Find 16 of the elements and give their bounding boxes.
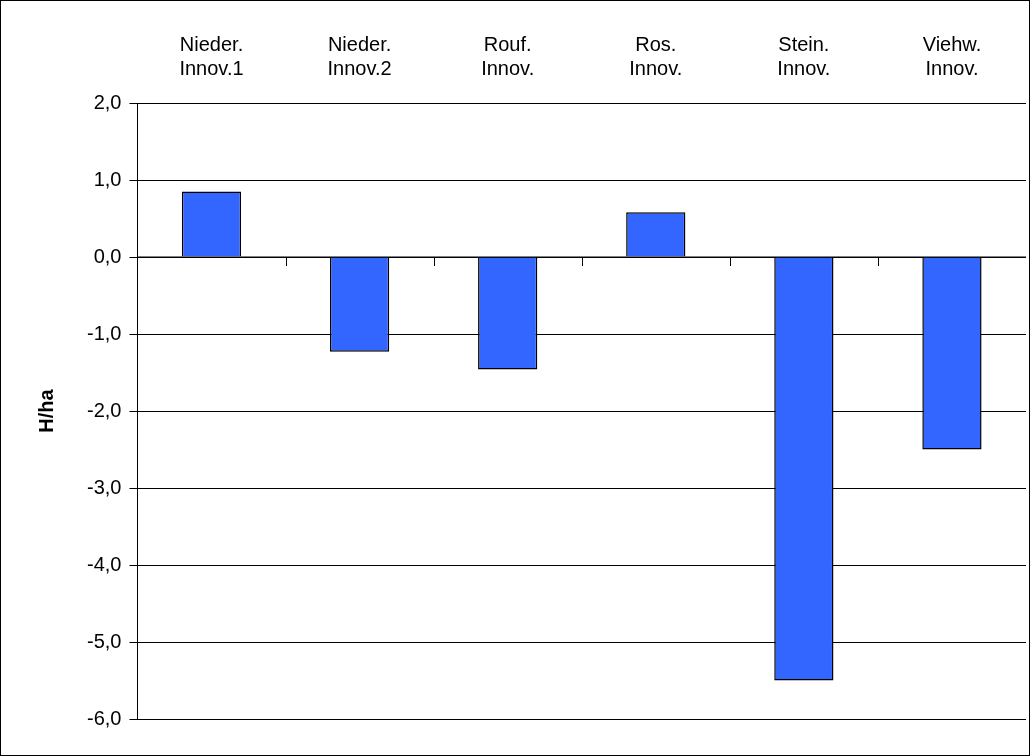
y-axis-title: H/ha [34, 388, 57, 433]
y-tick-label: -3,0 [86, 475, 122, 498]
y-tick-label: -2,0 [86, 398, 122, 421]
y-tick-label: -1,0 [86, 321, 122, 344]
y-tick-label: 1,0 [93, 167, 122, 190]
x-tick-label: Viehw. Innov. [922, 32, 982, 79]
y-tick-label: 2,0 [93, 90, 122, 113]
y-tick-label: -6,0 [86, 706, 122, 729]
y-tick-label: -4,0 [86, 552, 122, 575]
x-tick-label: Ros. Innov. [629, 32, 683, 79]
x-tick-label: Stein. Innov. [777, 32, 831, 79]
y-tick-label: -5,0 [86, 629, 122, 652]
x-tick-label: Nieder. Innov.2 [327, 32, 392, 79]
x-tick-label: Nieder. Innov.1 [179, 32, 244, 79]
x-tick-label: Rouf. Innov. [481, 32, 535, 79]
y-tick-label: 0,0 [93, 244, 122, 267]
